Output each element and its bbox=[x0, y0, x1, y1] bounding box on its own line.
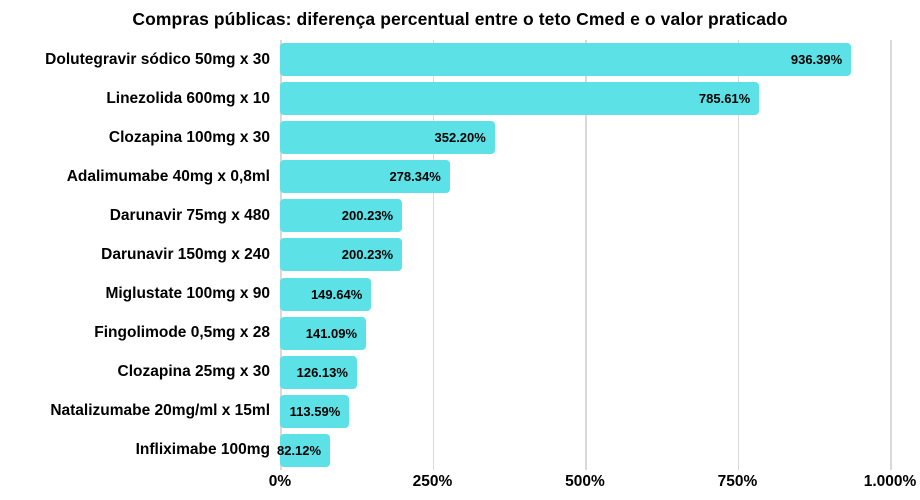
category-label: Dolutegravir sódico 50mg x 30 bbox=[45, 50, 270, 68]
value-label: 149.64% bbox=[310, 286, 363, 302]
bar-row: Clozapina 25mg x 30 126.13% bbox=[0, 353, 920, 392]
bar-rows: Dolutegravir sódico 50mg x 30 936.39% Line… bbox=[0, 40, 920, 470]
value-label: 200.23% bbox=[341, 247, 394, 263]
bar-row: Infliximabe 100mg 82.12% bbox=[0, 431, 920, 470]
value-label: 278.34% bbox=[389, 169, 441, 185]
category-label: Adalimumabe 40mg x 0,8ml bbox=[66, 167, 270, 185]
value-label: 936.39% bbox=[790, 52, 843, 68]
bar-row: Linezolida 600mg x 10 785.61% bbox=[0, 79, 920, 118]
bar: 936.39% bbox=[280, 43, 852, 77]
bar: 126.13% bbox=[280, 355, 357, 389]
bar: 352.20% bbox=[280, 121, 495, 155]
x-tick-label: 500% bbox=[565, 473, 605, 490]
value-label: 200.23% bbox=[341, 208, 394, 224]
x-tick-label: 1.000% bbox=[863, 473, 917, 490]
bar-row: Miglustate 100mg x 90 149.64% bbox=[0, 275, 920, 314]
bar-row: Adalimumabe 40mg x 0,8ml 278.34% bbox=[0, 157, 920, 196]
bar-row: Fingolimode 0,5mg x 28 141.09% bbox=[0, 314, 920, 353]
category-label: Infliximabe 100mg bbox=[135, 441, 270, 459]
category-label: Miglustate 100mg x 90 bbox=[105, 285, 270, 303]
chart-title: Compras públicas: diferença percentual e… bbox=[132, 9, 788, 29]
category-label: Darunavir 75mg x 480 bbox=[109, 206, 270, 224]
category-label: Darunavir 150mg x 240 bbox=[101, 245, 270, 263]
bar-row: Natalizumabe 20mg/ml x 15ml 113.59% bbox=[0, 392, 920, 431]
category-label: Natalizumabe 20mg/ml x 15ml bbox=[50, 402, 270, 420]
category-label: Clozapina 25mg x 30 bbox=[117, 363, 270, 381]
value-label: 82.12% bbox=[276, 442, 322, 458]
bar: 113.59% bbox=[280, 394, 350, 428]
gridline bbox=[432, 40, 434, 470]
bar-row: Dolutegravir sódico 50mg x 30 936.39% bbox=[0, 40, 920, 79]
bar: 200.23% bbox=[280, 199, 403, 233]
gridline bbox=[737, 40, 739, 470]
x-tick-label: 750% bbox=[717, 473, 758, 490]
x-tick-label: 250% bbox=[412, 473, 453, 490]
bar-row: Darunavir 75mg x 480 200.23% bbox=[0, 196, 920, 235]
bar: 785.61% bbox=[280, 82, 760, 116]
gridline bbox=[890, 40, 892, 470]
category-label: Clozapina 100mg x 30 bbox=[108, 128, 270, 146]
category-label: Linezolida 600mg x 10 bbox=[106, 89, 270, 107]
bar: 82.12% bbox=[276, 433, 331, 467]
bar: 149.64% bbox=[280, 277, 372, 311]
value-label: 113.59% bbox=[289, 403, 341, 419]
bar-row: Clozapina 100mg x 30 352.20% bbox=[0, 118, 920, 157]
bar: 141.09% bbox=[280, 316, 367, 350]
x-tick-label: 0% bbox=[268, 473, 292, 490]
bar: 278.34% bbox=[280, 160, 450, 194]
value-label: 141.09% bbox=[305, 325, 358, 341]
gridline bbox=[585, 40, 587, 470]
bar: 200.23% bbox=[280, 238, 403, 272]
value-label: 352.20% bbox=[434, 130, 486, 146]
bar-row: Darunavir 150mg x 240 200.23% bbox=[0, 235, 920, 274]
x-axis: 0% 250% 500% 750% 1.000% bbox=[269, 473, 916, 499]
value-label: 126.13% bbox=[296, 364, 348, 380]
value-label: 785.61% bbox=[698, 91, 751, 107]
category-label: Fingolimode 0,5mg x 28 bbox=[94, 324, 270, 342]
